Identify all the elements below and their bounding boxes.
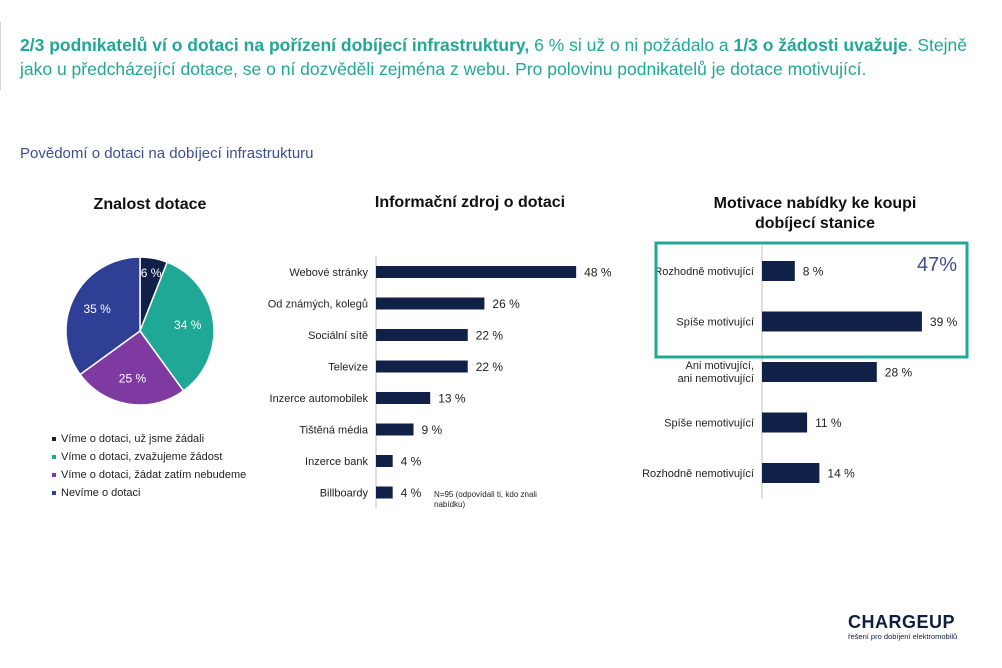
legend-item: Víme o dotaci, už jsme žádali [52,430,246,448]
headline: 2/3 podnikatelů ví o dotaci na pořízení … [20,33,990,81]
bar-category-label-line: Billboardy [320,488,369,500]
bar-category-label: Inzerce bank [305,456,368,468]
bar-category-label: Inzerce automobilek [270,393,369,405]
bar [762,311,922,332]
pie-slice-label: 35 % [83,302,111,316]
headline-part-2: 6 % si už o ni požádalo a [529,35,734,55]
pie-slice-label: 6 % [141,266,162,280]
bar-value-label: 22 % [476,329,504,343]
bar-category-label-line: Inzerce automobilek [270,393,369,405]
bar [376,423,414,436]
legend-item: Víme o dotaci, žádat zatím nebudeme [52,466,246,484]
bar-category-label-line: Ani motivující, [686,360,754,372]
bar-value-label: 8 % [803,265,824,279]
bar [762,412,808,433]
pie-chart-title: Znalost dotace [93,196,207,213]
headline-part-4: . Stejně jako u předcházející dotace, se… [20,35,967,79]
bar-category-label: Tištěná média [299,425,369,437]
pie-slice [65,256,141,376]
legend-label: Nevíme o dotaci [61,487,141,499]
bar [376,360,468,373]
bar [376,392,431,404]
legend-marker [52,455,56,459]
bar [376,297,485,310]
bar-category-label: Od známých, kolegů [268,299,368,311]
pie-legend: Víme o dotaci, už jsme žádali Víme o dot… [52,430,246,502]
bar-category-label-line: Spíše motivující [676,317,754,329]
logo-name: CHARGEUP [848,612,956,632]
bar-category-label-line: Rozhodně motivující [654,266,754,278]
pie-slice [139,261,215,392]
motivation-chart-title: Motivace nabídky ke koupi dobíjecí stani… [713,195,917,232]
bar-category-label: Rozhodně motivující [654,266,754,278]
bar [762,362,877,382]
legend-marker [52,491,56,495]
legend-item: Nevíme o dotaci [52,484,246,502]
bar-category-label-line: Televize [328,362,368,374]
legend-label: Víme o dotaci, zvažujeme žádost [61,451,223,463]
bar-value-label: 39 % [930,315,958,329]
legend-marker [52,473,56,477]
bar-category-label-line: Od známých, kolegů [268,299,368,311]
bar [762,261,795,281]
bar-category-label: Billboardy [320,488,369,500]
bar-category-label-line: Spíše nemotivující [664,418,754,430]
bar-category-label: Webové stránky [289,267,368,279]
pie-slice-label: 25 % [119,372,147,386]
legend-label: Víme o dotaci, žádat zatím nebudeme [61,469,247,481]
bar-value-label: 9 % [422,423,443,437]
sample-note: N=95 (odpovídali ti, kdo znali nabídku) [434,490,537,509]
bar-value-label: 26 % [492,297,520,311]
bar-category-label: Sociální sítě [308,330,368,342]
bar [376,266,577,278]
bar-value-label: 4 % [401,486,422,500]
bar-value-label: 11 % [815,416,842,430]
highlight-box [654,241,969,359]
bar-category-label: Televize [328,362,368,374]
bar-category-label: Spíše nemotivující [664,418,754,430]
bar-value-label: 22 % [476,360,504,374]
bar-value-label: 48 % [584,266,612,280]
bar-category-label: Rozhodně nemotivující [642,468,754,480]
highlight-percentage: 47% [917,254,957,276]
bar [376,455,393,467]
bar-value-label: 28 % [885,366,913,380]
bar-value-label: 13 % [438,392,466,406]
headline-part-3: 1/3 o žádosti uvažuje [733,35,908,55]
bar-category-label-line: Sociální sítě [308,330,368,342]
legend-marker [52,437,56,441]
chargeup-logo: CHARGEUP řešení pro dobíjení elektromobi… [848,612,957,641]
pie-slice-label: 34 % [174,318,202,332]
section-subtitle: Povědomí o dotaci na dobíjecí infrastruk… [20,145,314,162]
bar-category-label-line: Rozhodně nemotivující [642,468,754,480]
pie-slice [79,329,185,406]
bar-category-label-line: Webové stránky [289,267,368,279]
bar-value-label: 14 % [827,467,855,481]
headline-part-1: 2/3 podnikatelů ví o dotaci na pořízení … [20,35,530,55]
bar-category-label-line: Inzerce bank [305,456,368,468]
logo-tagline: řešení pro dobíjení elektromobilů [848,632,958,641]
source-chart-title: Informační zdroj o dotaci [374,194,566,211]
bar-category-label-line: Tištěná média [299,425,369,437]
bar-category-label-line: ani nemotivující [678,373,754,385]
bar [762,463,820,483]
bar [376,329,468,341]
bar-category-label: Ani motivující, ani nemotivující [678,360,754,385]
legend-label: Víme o dotaci, už jsme žádali [61,433,205,445]
bar-value-label: 4 % [401,455,422,469]
legend-item: Víme o dotaci, zvažujeme žádost [52,448,246,466]
bar-category-label: Spíše motivující [676,317,754,329]
bar [376,486,393,499]
left-divider [0,22,1,90]
